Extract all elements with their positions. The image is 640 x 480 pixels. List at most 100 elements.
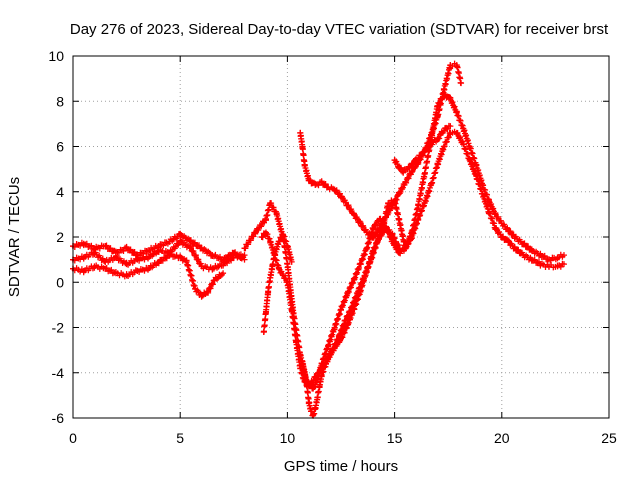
x-tick-label: 5 [176,430,184,446]
data-point [344,202,351,209]
data-point [209,265,216,272]
data-point [434,136,441,143]
data-point [357,261,364,268]
data-point [395,191,402,198]
data-point [273,211,280,218]
data-point [350,211,357,218]
data-point [123,261,130,268]
data-point [537,252,544,259]
data-point [430,138,437,145]
data-point [316,383,323,390]
data-point [560,252,567,259]
data-point [370,234,377,240]
data-point [280,272,287,279]
data-point [112,254,119,261]
data-point [305,399,312,406]
data-point [370,224,377,231]
data-point [102,258,109,265]
x-tick-label: 10 [280,430,296,446]
data-point [267,238,274,245]
data-point [440,143,447,150]
data-point [297,365,304,372]
data-point [145,247,152,254]
data-point [80,267,87,274]
data-point [312,374,319,381]
data-point [498,234,505,240]
data-point [284,279,291,286]
data-point [402,245,409,252]
data-point [447,129,454,136]
data-point [288,258,295,265]
data-point [314,394,321,401]
data-point [80,240,87,247]
data-point [460,141,467,148]
data-point [357,220,364,227]
data-point [520,240,527,247]
data-point [166,238,173,245]
data-point [177,238,184,245]
data-point [284,261,291,268]
series-track-i [260,231,295,336]
data-point [560,261,567,268]
data-point [421,170,428,177]
data-point [166,252,173,259]
data-point [155,258,162,265]
data-point [198,263,205,270]
x-tick-label: 20 [494,430,510,446]
data-point [520,252,527,259]
data-point [262,229,269,236]
data-point [338,335,344,342]
data-point [299,143,306,150]
data-point [275,265,282,272]
data-point [485,209,492,216]
data-point [376,215,383,222]
data-point [528,256,535,263]
data-point [428,132,435,139]
data-point [415,202,422,209]
data-point [492,224,499,231]
data-point [363,267,370,274]
data-point [383,213,390,220]
data-point [408,229,415,236]
data-point [440,86,447,93]
data-point [545,263,552,270]
data-point [344,322,351,329]
data-point [299,358,306,365]
x-tick-label: 25 [601,430,617,446]
data-point [363,245,370,252]
data-point [391,157,398,164]
data-point [505,227,512,234]
data-point [312,405,319,412]
data-point [479,181,486,188]
y-tick-label: -4 [52,365,65,381]
data-point [318,365,325,372]
y-tick-label: -6 [52,410,65,426]
data-point [389,202,396,209]
data-point [310,385,317,392]
data-point [258,234,265,240]
data-point [280,231,287,238]
data-point [325,342,332,349]
data-point [260,329,267,336]
chart-title: Day 276 of 2023, Sidereal Day-to-day VTE… [70,21,609,38]
data-point [209,252,216,259]
data-point [505,238,512,245]
data-point [318,179,325,186]
data-point [453,129,460,136]
data-point [389,231,396,238]
y-tick-label: 4 [56,184,64,200]
data-point [301,161,308,168]
data-point [385,200,392,207]
data-point [554,254,561,261]
data-point [198,292,205,299]
series-track-f [297,60,465,241]
series-markers [70,230,247,265]
data-point [275,238,282,245]
y-tick-label: 10 [48,48,64,64]
data-point [425,143,432,150]
data-point [187,238,194,245]
data-point [325,353,332,360]
data-point [331,344,338,351]
data-point [370,247,377,254]
data-point [265,288,272,295]
